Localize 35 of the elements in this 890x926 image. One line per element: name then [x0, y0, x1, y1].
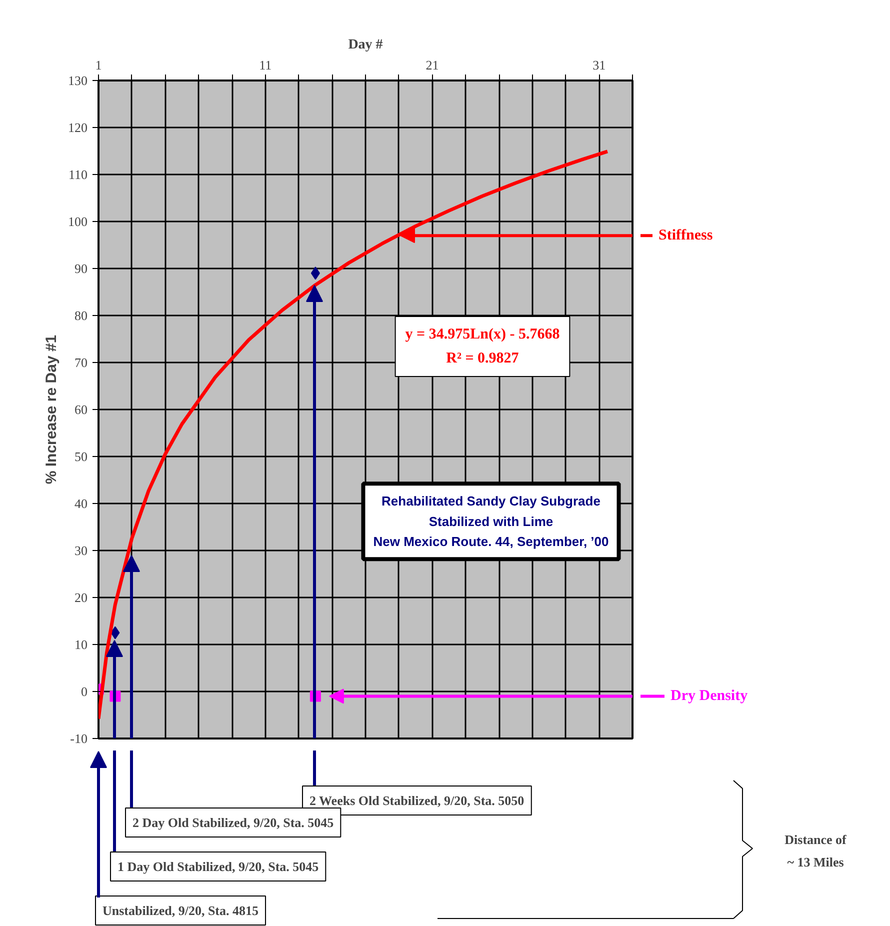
annotation: R² = 0.9827: [446, 350, 520, 366]
x-axis-title: Day #: [348, 38, 383, 52]
y-tick-label: 40: [74, 496, 88, 511]
point: [310, 266, 320, 280]
x-tick-label: 1: [95, 58, 102, 72]
y-tick-label: 0: [81, 684, 88, 699]
y-tick-label: 90: [74, 261, 88, 276]
text: Distance of ~ 13 Miles: [784, 832, 848, 870]
legend-label: Stiffness: [658, 228, 713, 244]
y-tick-label: 110: [68, 167, 88, 182]
x-tick-label: 31: [592, 58, 606, 72]
y-tick-label: 130: [68, 73, 88, 88]
y-axis-title: % Increase re Day #1: [43, 334, 60, 484]
text: 2 Weeks Old Stabilized, 9/20, Sta. 5050: [310, 793, 524, 808]
y-tick-label: 50: [74, 449, 88, 464]
text: Stabilized with Lime New Mexico Route. 44, September, ’00: [373, 514, 609, 550]
point: [110, 626, 120, 640]
y-tick-label: 80: [74, 308, 88, 323]
y-tick-label: 30: [74, 543, 88, 558]
legend-label: Dry Density: [670, 688, 748, 704]
y-tick-label: 70: [74, 355, 88, 370]
text: Rehabilitated Sandy Clay Subgrade: [382, 494, 600, 509]
x-tick-label: 21: [426, 58, 439, 72]
y-tick-label: -10: [70, 731, 88, 746]
text: 2 Day Old Stabilized, 9/20, Sta. 5045: [132, 815, 334, 830]
text: 1 Day Old Stabilized, 9/20, Sta. 5045: [118, 859, 320, 874]
line-series: [98, 150, 610, 721]
y-tick-label: 120: [68, 120, 88, 135]
x-tick-label: 11: [259, 58, 272, 72]
y-tick-label: 60: [74, 402, 88, 417]
y-tick-label: 10: [74, 637, 88, 652]
annotation: y = 34.975Ln(x) - 5.7668: [405, 326, 560, 342]
text: Unstabilized, 9/20, Sta. 4815: [102, 903, 260, 918]
y-tick-label: 100: [68, 214, 88, 229]
y-tick-label: 20: [74, 590, 88, 605]
